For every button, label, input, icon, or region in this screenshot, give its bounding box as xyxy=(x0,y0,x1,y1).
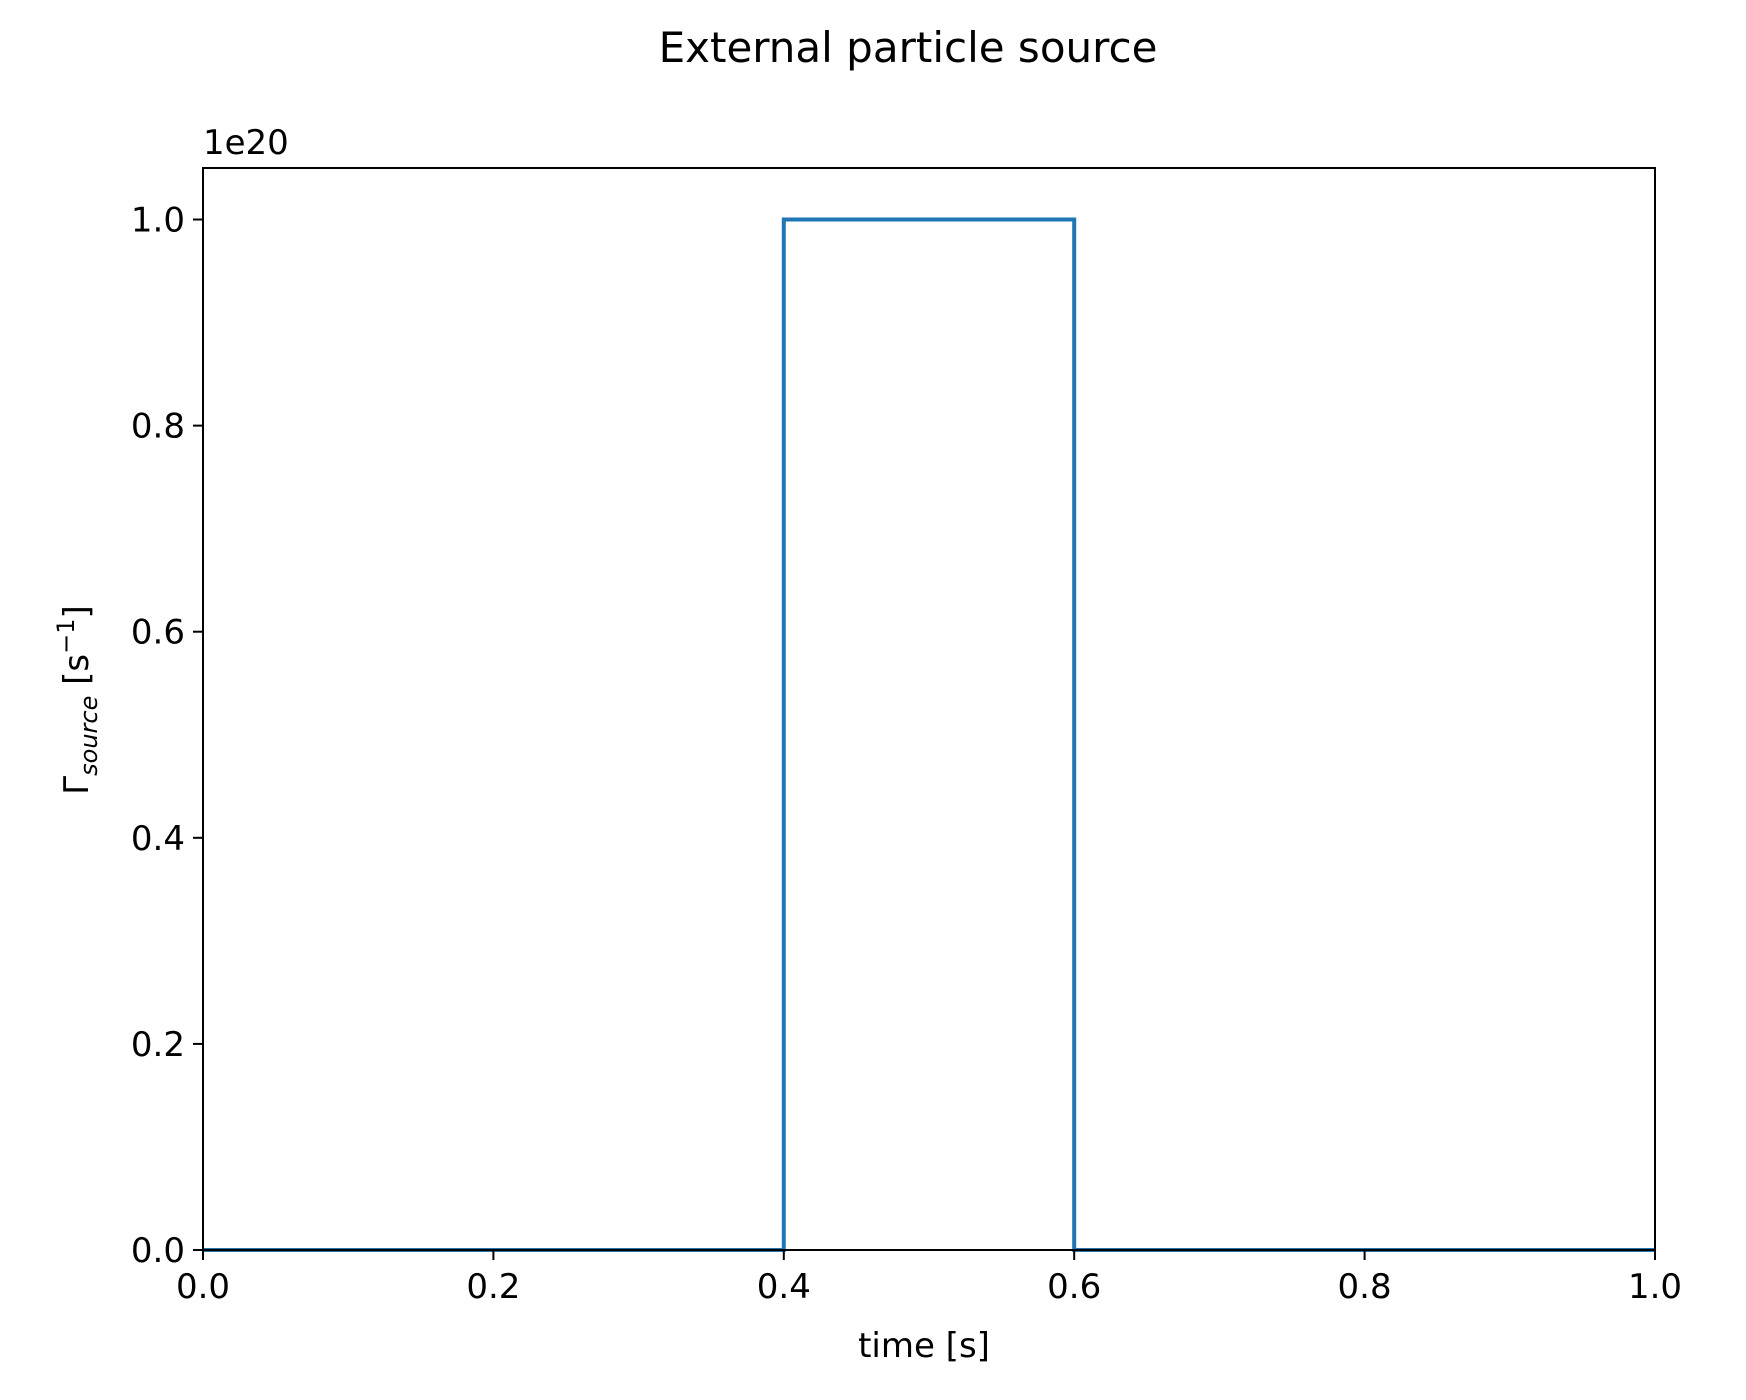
x-tick-label: 0.0 xyxy=(176,1267,230,1307)
y-tick-label: 0.0 xyxy=(131,1231,185,1271)
x-tick-label: 1.0 xyxy=(1628,1267,1682,1307)
y-axis-label-unit-close: ] xyxy=(57,605,97,618)
y-tick-label: 0.8 xyxy=(131,407,185,447)
x-tick-label: 0.6 xyxy=(1047,1267,1101,1307)
y-axis-label-unit-open: [s xyxy=(57,654,97,696)
y-tick-label: 0.6 xyxy=(131,613,185,653)
y-axis-ticks: 0.0 0.2 0.4 0.6 0.8 1.0 xyxy=(131,201,203,1271)
y-tick-label: 1.0 xyxy=(131,201,185,241)
y-axis-label-base: Γ xyxy=(57,776,97,795)
chart-title: External particle source xyxy=(659,23,1158,72)
axes-frame xyxy=(202,167,1656,1251)
y-axis-label-subscript: source xyxy=(75,696,103,776)
x-axis-ticks: 0.0 0.2 0.4 0.6 0.8 1.0 xyxy=(176,1250,1682,1307)
x-axis-label: time [s] xyxy=(858,1326,990,1366)
x-tick-label: 0.4 xyxy=(757,1267,811,1307)
y-axis-label-unit-exponent: −1 xyxy=(52,618,80,653)
y-tick-label: 0.4 xyxy=(131,819,185,859)
x-tick-label: 0.8 xyxy=(1338,1267,1392,1307)
y-offset-label: 1e20 xyxy=(203,123,289,163)
y-axis-label: Γsource [s−1] xyxy=(52,605,103,795)
x-tick-label: 0.2 xyxy=(466,1267,520,1307)
y-tick-label: 0.2 xyxy=(131,1025,185,1065)
